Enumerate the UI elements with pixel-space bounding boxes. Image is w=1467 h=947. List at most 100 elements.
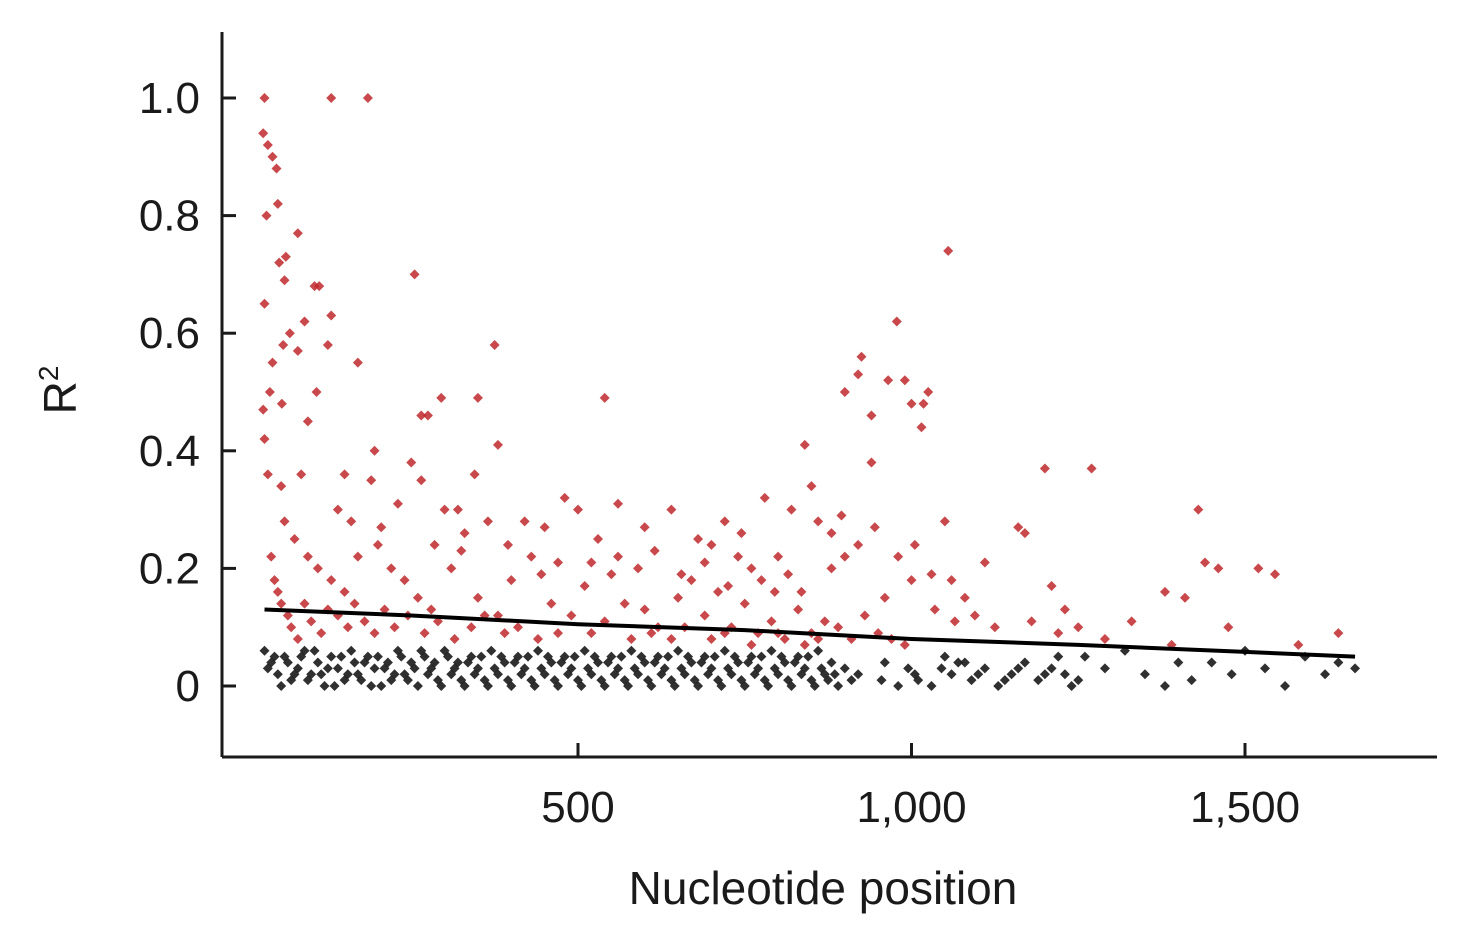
y-tick-label: 0 [176, 662, 200, 711]
data-point-red [1333, 628, 1344, 639]
data-point-red [526, 551, 537, 562]
data-point-black [346, 645, 357, 656]
data-point-black [416, 645, 427, 656]
data-point-red [416, 475, 427, 486]
data-point-black [676, 663, 687, 674]
data-point-black [879, 657, 890, 668]
data-point-red [314, 281, 325, 292]
data-point-red [739, 598, 750, 609]
data-point-black [766, 645, 777, 656]
data-point-red [839, 387, 850, 397]
data-point-red [666, 633, 677, 644]
data-point-red [619, 598, 630, 609]
data-point-black [579, 645, 590, 656]
data-point-red [482, 516, 493, 527]
data-point-red [302, 416, 313, 427]
data-point-black [1173, 657, 1184, 668]
data-point-black [376, 681, 387, 691]
data-point-red [372, 539, 383, 550]
data-point-red [939, 516, 950, 527]
data-point-black [689, 675, 700, 686]
y-ticks: 0 0.2 0.4 0.6 0.8 1.0 [139, 74, 236, 711]
data-point-black [1066, 681, 1077, 691]
data-point-red [946, 575, 957, 586]
data-point-red [499, 628, 510, 639]
data-point-red [906, 575, 917, 586]
data-point-black [609, 669, 620, 680]
data-point-black [326, 651, 337, 662]
data-point-black [396, 651, 407, 662]
data-point-red [422, 410, 433, 421]
y-tick-label: 0.4 [139, 427, 200, 476]
data-point-black [362, 651, 373, 662]
data-point-red [1253, 563, 1264, 574]
data-point-red [969, 610, 980, 621]
data-point-black [966, 675, 977, 686]
data-point-black [486, 645, 497, 656]
data-point-red [1026, 616, 1037, 627]
data-point-red [466, 622, 477, 633]
data-point-black [643, 675, 654, 686]
data-point-red [429, 539, 440, 550]
data-point-black [482, 681, 493, 691]
data-point-red [292, 345, 303, 356]
data-point-black [576, 681, 587, 691]
data-point-black [823, 675, 834, 686]
data-point-black [1053, 651, 1064, 662]
data-point-black [719, 645, 730, 656]
data-point-red [796, 586, 807, 597]
data-point-black [769, 663, 780, 674]
data-point-black [673, 645, 684, 656]
data-point-red [276, 481, 287, 492]
data-point-red [613, 551, 624, 562]
data-point-red [1213, 563, 1224, 574]
data-point-red [312, 563, 323, 574]
data-point-red [923, 387, 934, 397]
data-point-red [853, 369, 864, 380]
data-point-black [583, 663, 594, 674]
data-point-red [806, 481, 817, 492]
data-point-black [709, 651, 720, 662]
data-point-black [516, 669, 527, 680]
data-point-red [426, 604, 437, 615]
data-point-black [356, 675, 367, 686]
data-point-black [936, 663, 947, 674]
data-point-red [436, 392, 447, 403]
data-point-black [312, 657, 323, 668]
data-point-red [899, 639, 910, 650]
data-point-red [552, 628, 563, 639]
data-point-black [436, 681, 447, 691]
data-point-black [569, 651, 580, 662]
data-point-red [506, 575, 517, 586]
data-point-red [949, 616, 960, 627]
data-point-red [1270, 569, 1281, 580]
data-point-red [593, 534, 604, 544]
data-point-red [1046, 581, 1057, 592]
data-point-red [613, 498, 624, 509]
data-point-black [389, 669, 400, 680]
x-tick-label: 500 [541, 783, 614, 832]
y-axis-title: R2 [33, 366, 86, 415]
data-point-red [559, 492, 570, 503]
data-point-red [379, 604, 390, 615]
data-point-black [663, 651, 674, 662]
data-point-red [916, 422, 927, 433]
data-point-red [446, 563, 457, 574]
data-point-red [839, 551, 850, 562]
data-point-red [1039, 463, 1050, 474]
points-layer [258, 93, 1361, 691]
data-point-red [579, 581, 590, 592]
data-point-red [339, 469, 350, 480]
data-point-black [549, 675, 560, 686]
data-point-red [346, 516, 357, 527]
data-point-black [939, 651, 950, 662]
data-point-red [369, 445, 380, 456]
data-point-red [813, 633, 824, 644]
data-point-black [262, 663, 273, 674]
data-point-red [959, 592, 970, 603]
data-point-red [599, 392, 610, 403]
data-point-black [1159, 681, 1170, 691]
data-point-red [366, 475, 377, 486]
data-point-red [262, 140, 273, 151]
data-point-black [469, 669, 480, 680]
